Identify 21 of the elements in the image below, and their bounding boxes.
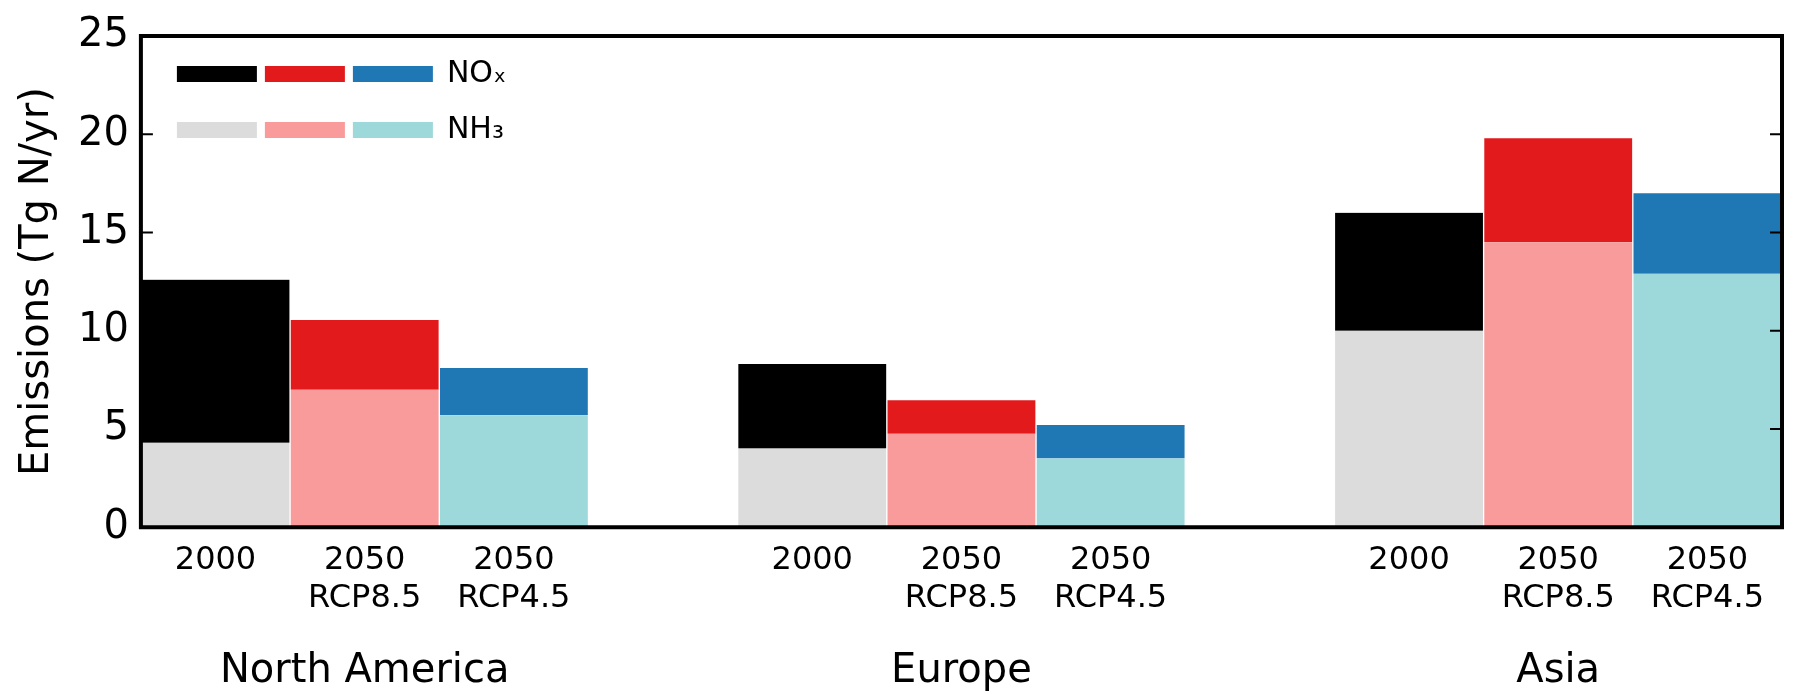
x-tick-label: 2050 RCP8.5 [308,538,422,616]
x-tick-label: 2050 RCP8.5 [1501,538,1615,616]
x-tick-label: 2050 RCP4.5 [457,538,571,616]
y-tick-label: 15 [77,205,129,252]
x-tick-label: 2050 RCP4.5 [1054,538,1168,616]
x-tick-label: 2050 RCP4.5 [1650,538,1764,616]
text: Asia [1516,645,1601,691]
legend-label: NOₓ [446,53,507,89]
legend-label: NH₃ [446,109,504,145]
y-tick-label: 25 [77,9,129,56]
x-tick-label: 2000 [771,538,853,577]
x-tick-label: 2000 [1368,538,1450,577]
x-tick-label: 2000 [174,538,257,577]
text: North America [219,645,510,691]
y-tick-label: 0 [103,500,129,547]
y-tick-label: 5 [103,402,129,449]
y-tick-label: 10 [77,304,129,351]
y-tick-label: 20 [77,107,129,154]
x-tick-label: 2050 RCP8.5 [904,538,1019,616]
y-axis-title: Emissions (Tg N/yr) [11,87,58,476]
text: Europe [891,645,1032,691]
